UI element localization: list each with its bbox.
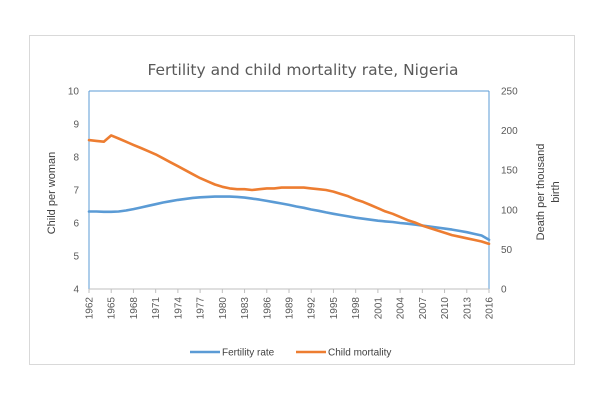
chart-frame: Fertility and child mortality rate, Nige… — [29, 35, 575, 365]
x-tick-label: 2013 — [462, 297, 473, 320]
right-axis-ticks: 0 50 100 150 200 250 — [501, 87, 518, 296]
x-tick-label: 1974 — [173, 297, 184, 320]
y-tick-label: 6 — [73, 219, 79, 230]
x-tick-label: 2007 — [418, 297, 429, 320]
series-line-child-mortality — [87, 134, 491, 246]
x-tick-label: 1968 — [129, 297, 140, 320]
x-tick-label: 1962 — [85, 297, 96, 320]
y2-tick-label: 150 — [501, 166, 518, 177]
right-axis-title-line-1: Death per thousand — [535, 144, 547, 241]
x-tick-label: 1989 — [285, 297, 296, 320]
y2-tick-label: 100 — [501, 205, 518, 216]
series-lines — [87, 134, 491, 246]
y2-tick-label: 200 — [501, 126, 518, 137]
y2-tick-label: 250 — [501, 87, 518, 98]
x-tick-label: 1965 — [107, 297, 118, 320]
x-tick-label: 1977 — [196, 297, 207, 320]
y-tick-label: 4 — [73, 285, 79, 296]
line-chart: Fertility and child mortality rate, Nige… — [46, 61, 562, 359]
x-tick-label: 1980 — [218, 297, 229, 320]
x-tick-label: 2016 — [485, 297, 496, 320]
legend: Fertility rate Child mortality — [190, 348, 391, 359]
right-axis-title-line-2: birth — [550, 181, 562, 202]
y-tick-label: 7 — [73, 186, 79, 197]
y2-tick-label: 0 — [501, 285, 507, 296]
x-tick-label: 2001 — [373, 297, 384, 320]
chart-title: Fertility and child mortality rate, Nige… — [147, 61, 458, 79]
legend-label-child-mortality: Child mortality — [328, 348, 391, 359]
x-tick-label: 2004 — [396, 297, 407, 320]
x-tick-label: 1983 — [240, 297, 251, 320]
y2-tick-label: 50 — [501, 245, 513, 256]
y-tick-label: 10 — [68, 87, 80, 98]
x-tick-label: 1986 — [262, 297, 273, 320]
x-tick-label: 1995 — [329, 297, 340, 320]
x-axis-ticks: 1962 1965 1968 1971 1974 1977 1980 1983 1986 1989… — [85, 289, 496, 319]
x-tick-label: 1992 — [307, 297, 318, 320]
y-tick-label: 9 — [73, 120, 79, 131]
series-line-fertility-rate — [87, 195, 491, 242]
x-tick-label: 2010 — [440, 297, 451, 320]
y-tick-label: 5 — [73, 252, 79, 263]
y-tick-label: 8 — [73, 153, 79, 164]
left-axis-title: Child per woman — [46, 152, 58, 235]
plot-axes — [88, 90, 490, 290]
x-tick-label: 1971 — [151, 297, 162, 320]
x-tick-label: 1998 — [351, 297, 362, 320]
left-axis-ticks: 4 5 6 7 8 9 10 — [68, 87, 80, 296]
legend-label-fertility-rate: Fertility rate — [222, 348, 275, 359]
